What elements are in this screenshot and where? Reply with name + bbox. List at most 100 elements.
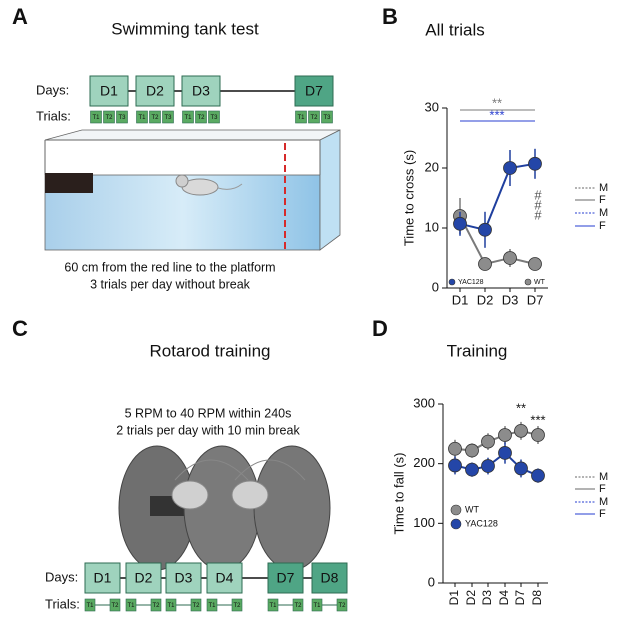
trial-box bbox=[321, 110, 333, 124]
trial-label: T3 bbox=[210, 115, 218, 121]
day-box bbox=[267, 562, 304, 594]
day-box bbox=[181, 75, 221, 107]
sex-legend-label: M bbox=[599, 182, 608, 194]
trial-label: T2 bbox=[233, 603, 241, 609]
annotation: *** bbox=[530, 412, 545, 427]
trial-label: T2 bbox=[294, 603, 302, 609]
trial-label: T2 bbox=[338, 603, 346, 609]
point bbox=[528, 257, 542, 271]
legend-marker bbox=[450, 518, 462, 530]
annotation: ** bbox=[492, 95, 502, 110]
panel-letter: D bbox=[372, 316, 388, 341]
trial-box bbox=[84, 598, 96, 612]
sex-legend-label: F bbox=[599, 220, 606, 232]
trial-box bbox=[162, 110, 174, 124]
point bbox=[528, 156, 542, 171]
trial-box bbox=[165, 598, 177, 612]
point bbox=[448, 458, 462, 473]
x-tick-label: D1 bbox=[447, 590, 461, 606]
trial-label: T2 bbox=[151, 115, 159, 121]
sex-legend-label: M bbox=[599, 496, 608, 508]
trial-label: T1 bbox=[92, 115, 100, 121]
trial-label: T3 bbox=[118, 115, 126, 121]
day-label: D7 bbox=[277, 570, 295, 586]
day-box bbox=[294, 75, 334, 107]
day-box bbox=[84, 562, 121, 594]
legend-marker bbox=[450, 504, 462, 516]
panel-title: Swimming tank test bbox=[111, 19, 259, 38]
annotation: ** bbox=[516, 400, 526, 415]
point bbox=[531, 468, 545, 483]
day-box bbox=[206, 562, 243, 594]
chart-title: Training bbox=[447, 341, 508, 360]
annotation: # bbox=[534, 197, 542, 212]
caption: 5 RPM to 40 RPM within 240s bbox=[125, 406, 292, 420]
chart-title: All trials bbox=[425, 20, 485, 39]
trial-label: T1 bbox=[313, 603, 321, 609]
trial-label: T1 bbox=[269, 603, 277, 609]
trial-label: T1 bbox=[184, 115, 192, 121]
trial-label: T1 bbox=[127, 603, 135, 609]
x-tick-label: D2 bbox=[464, 590, 478, 606]
y-axis-label: Time to cross (s) bbox=[401, 150, 416, 246]
trial-label: T2 bbox=[310, 115, 318, 121]
point bbox=[498, 428, 512, 442]
trial-box bbox=[182, 110, 194, 124]
point bbox=[514, 423, 528, 438]
trial-box bbox=[149, 110, 161, 124]
trials-label: Trials: bbox=[36, 108, 71, 123]
x-tick-label: D7 bbox=[513, 590, 527, 606]
sex-legend-label: M bbox=[599, 207, 608, 219]
panel-letter: B bbox=[382, 4, 398, 29]
panel-letter: C bbox=[12, 316, 28, 341]
trial-box bbox=[208, 110, 220, 124]
day-label: D2 bbox=[135, 570, 153, 586]
trial-label: T1 bbox=[208, 603, 216, 609]
day-box bbox=[311, 562, 348, 594]
series-line bbox=[459, 162, 536, 231]
trial-label: T2 bbox=[192, 603, 200, 609]
caption: 60 cm from the red line to the platform bbox=[64, 260, 275, 274]
trial-label: T1 bbox=[86, 603, 94, 609]
trial-box bbox=[292, 598, 304, 612]
x-tick-label: D2 bbox=[477, 292, 494, 307]
point bbox=[481, 459, 495, 473]
trial-label: T2 bbox=[197, 115, 205, 121]
trial-label: T3 bbox=[323, 115, 331, 121]
panel-letter: A bbox=[12, 4, 28, 29]
tank bbox=[44, 129, 341, 251]
caption: 3 trials per day without break bbox=[90, 277, 251, 291]
day-label: D8 bbox=[321, 570, 339, 586]
x-tick-label: D7 bbox=[527, 292, 544, 307]
day-label: D1 bbox=[94, 570, 112, 586]
y-axis-label: Time to fall (s) bbox=[391, 453, 406, 535]
trial-box bbox=[109, 598, 121, 612]
legend-label: YAC128 bbox=[465, 518, 498, 528]
legend-label: YAC128 bbox=[458, 279, 484, 286]
annotation: *** bbox=[489, 107, 504, 122]
day-label: D3 bbox=[192, 83, 210, 99]
trial-box bbox=[90, 110, 102, 124]
x-tick-label: D3 bbox=[502, 292, 519, 307]
trial-label: T1 bbox=[297, 115, 305, 121]
day-label: D2 bbox=[146, 83, 164, 99]
point bbox=[448, 441, 462, 456]
rotarod bbox=[118, 445, 331, 571]
x-tick-label: D1 bbox=[452, 292, 469, 307]
day-box bbox=[89, 75, 129, 107]
sex-legend-label: F bbox=[599, 508, 606, 520]
trial-label: T2 bbox=[111, 603, 119, 609]
trial-label: T2 bbox=[152, 603, 160, 609]
point bbox=[503, 251, 517, 265]
days-label: Days: bbox=[45, 569, 78, 584]
y-tick-label: 20 bbox=[425, 159, 439, 174]
trial-box bbox=[150, 598, 162, 612]
y-tick-label: 0 bbox=[428, 574, 435, 589]
sex-legend-label: M bbox=[599, 471, 608, 483]
series-line bbox=[459, 215, 536, 266]
day-label: D7 bbox=[305, 83, 323, 99]
trials-label: Trials: bbox=[45, 596, 80, 611]
trial-box bbox=[311, 598, 323, 612]
annotation: # bbox=[534, 187, 542, 202]
